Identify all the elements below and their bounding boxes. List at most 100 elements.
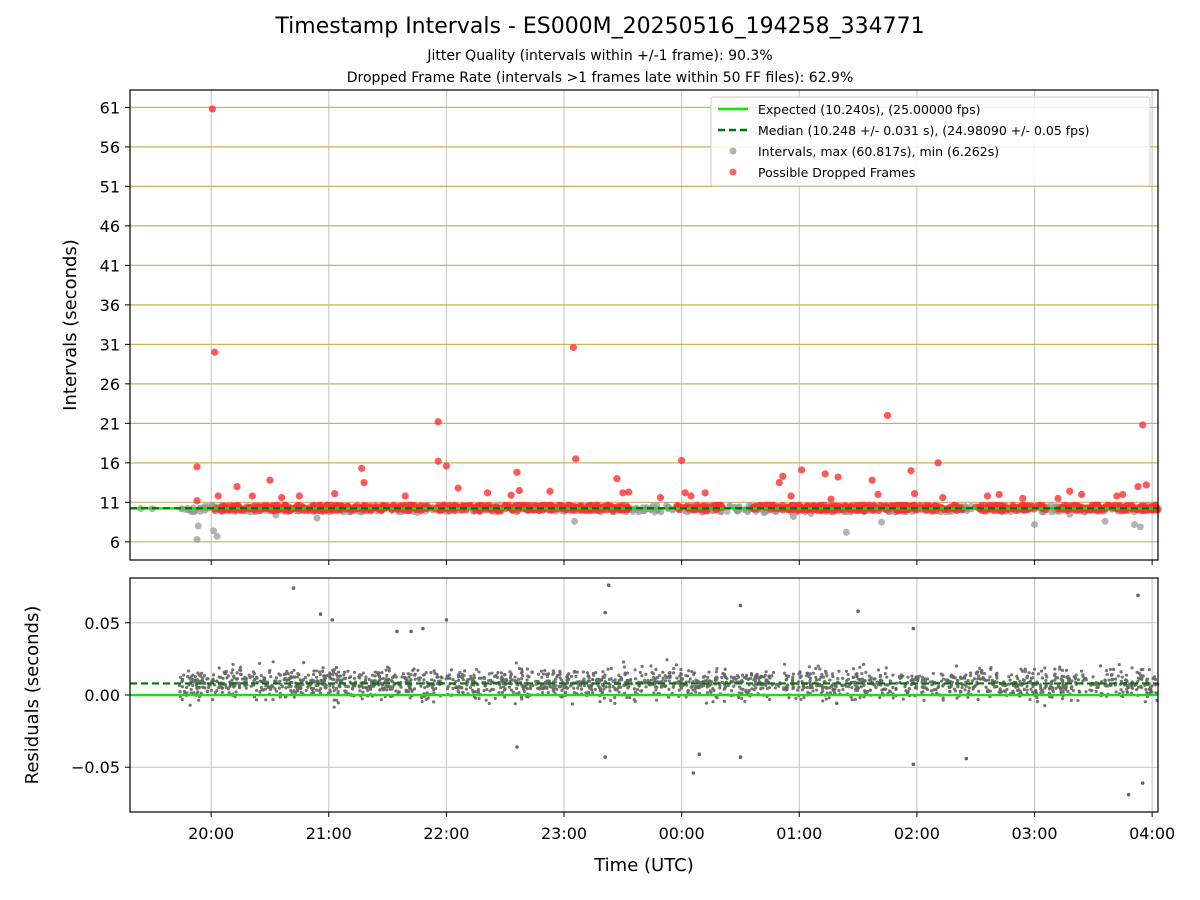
residual-point bbox=[1117, 662, 1121, 667]
residual-point bbox=[1094, 689, 1098, 694]
residual-point bbox=[977, 674, 981, 678]
residual-point bbox=[563, 690, 568, 694]
residual-point bbox=[409, 678, 413, 682]
dropped-frame-point bbox=[1036, 501, 1044, 509]
residual-point bbox=[963, 688, 967, 692]
residual-point bbox=[955, 678, 960, 683]
residual-point bbox=[1116, 674, 1120, 678]
residual-point bbox=[513, 675, 517, 679]
residual-point bbox=[323, 676, 328, 680]
residual-point bbox=[502, 688, 507, 692]
residual-point bbox=[585, 671, 590, 675]
residual-point bbox=[1154, 691, 1158, 695]
residual-point bbox=[433, 671, 437, 675]
residual-point bbox=[738, 603, 743, 608]
residual-point bbox=[209, 688, 213, 693]
residual-point bbox=[560, 688, 564, 692]
residual-point bbox=[1096, 685, 1100, 690]
residual-point bbox=[966, 695, 970, 699]
dropped-frame-point bbox=[656, 493, 665, 502]
residual-point bbox=[1140, 781, 1145, 785]
residual-point bbox=[182, 689, 186, 694]
residual-point bbox=[633, 690, 637, 694]
residual-point bbox=[564, 686, 568, 690]
residual-point bbox=[557, 685, 562, 689]
residual-point bbox=[884, 687, 888, 691]
residual-point bbox=[525, 667, 529, 671]
residual-point bbox=[639, 689, 643, 693]
residual-point bbox=[700, 684, 704, 689]
interval-point bbox=[789, 513, 797, 521]
residual-point bbox=[360, 697, 364, 701]
residual-point bbox=[201, 679, 205, 683]
residual-point bbox=[1153, 677, 1158, 682]
residual-point bbox=[500, 675, 504, 679]
residual-point bbox=[497, 691, 501, 695]
residual-point bbox=[739, 687, 743, 691]
residual-point bbox=[536, 672, 541, 676]
residual-point bbox=[794, 696, 798, 701]
residual-point bbox=[238, 665, 243, 669]
residual-point bbox=[687, 680, 691, 684]
residual-point bbox=[1067, 679, 1071, 683]
residual-point bbox=[959, 690, 963, 694]
residual-point bbox=[358, 689, 362, 693]
residual-point bbox=[337, 674, 341, 678]
residual-point bbox=[422, 673, 426, 677]
residual-point bbox=[334, 672, 338, 676]
residual-point bbox=[472, 673, 476, 677]
residual-point bbox=[1133, 683, 1137, 688]
residual-point bbox=[221, 676, 225, 681]
residual-point bbox=[264, 698, 268, 702]
dropped-frame-point bbox=[907, 467, 915, 475]
residual-point bbox=[891, 696, 895, 700]
residual-point bbox=[806, 671, 810, 675]
residual-point bbox=[773, 686, 777, 690]
residual-point bbox=[930, 683, 934, 687]
residual-point bbox=[598, 700, 602, 704]
dropped-frame-point bbox=[678, 456, 686, 465]
top-y-tick-label: 36 bbox=[100, 296, 120, 315]
residual-point bbox=[426, 684, 431, 688]
residual-point bbox=[963, 683, 967, 687]
dropped-frame-point bbox=[796, 501, 804, 509]
residual-point bbox=[400, 675, 404, 679]
residual-point bbox=[296, 675, 300, 679]
residual-point bbox=[1007, 675, 1011, 679]
residual-point bbox=[622, 665, 626, 669]
residual-point bbox=[1036, 672, 1041, 676]
residual-point bbox=[351, 686, 355, 690]
residual-point bbox=[492, 674, 497, 679]
residual-point bbox=[1081, 673, 1085, 677]
residual-point bbox=[863, 689, 867, 693]
residual-point bbox=[767, 686, 771, 690]
residual-point bbox=[235, 671, 239, 675]
residual-point bbox=[1053, 667, 1057, 671]
residual-point bbox=[646, 678, 650, 682]
residual-point bbox=[941, 698, 945, 702]
residual-point bbox=[1029, 687, 1033, 691]
residual-point bbox=[361, 686, 365, 690]
residual-point bbox=[232, 676, 236, 680]
residual-point bbox=[185, 691, 189, 695]
residual-point bbox=[672, 666, 676, 671]
residual-point bbox=[1031, 671, 1035, 676]
residual-point bbox=[575, 670, 579, 674]
residual-point bbox=[498, 686, 503, 690]
dropped-frame-point bbox=[507, 491, 515, 499]
residual-point bbox=[846, 672, 850, 677]
residual-point bbox=[444, 618, 449, 622]
residual-point bbox=[1053, 678, 1057, 682]
residual-point bbox=[420, 695, 424, 700]
residual-point bbox=[545, 674, 550, 679]
residual-point bbox=[823, 669, 828, 673]
interval-point bbox=[1030, 520, 1038, 528]
residual-point bbox=[240, 677, 245, 681]
residual-point bbox=[665, 658, 669, 662]
residual-point bbox=[487, 701, 491, 706]
dropped-frame-point bbox=[193, 463, 201, 471]
residual-point bbox=[853, 683, 857, 687]
residual-point bbox=[1018, 690, 1023, 694]
residual-point bbox=[1113, 677, 1118, 681]
residual-point bbox=[884, 666, 888, 670]
